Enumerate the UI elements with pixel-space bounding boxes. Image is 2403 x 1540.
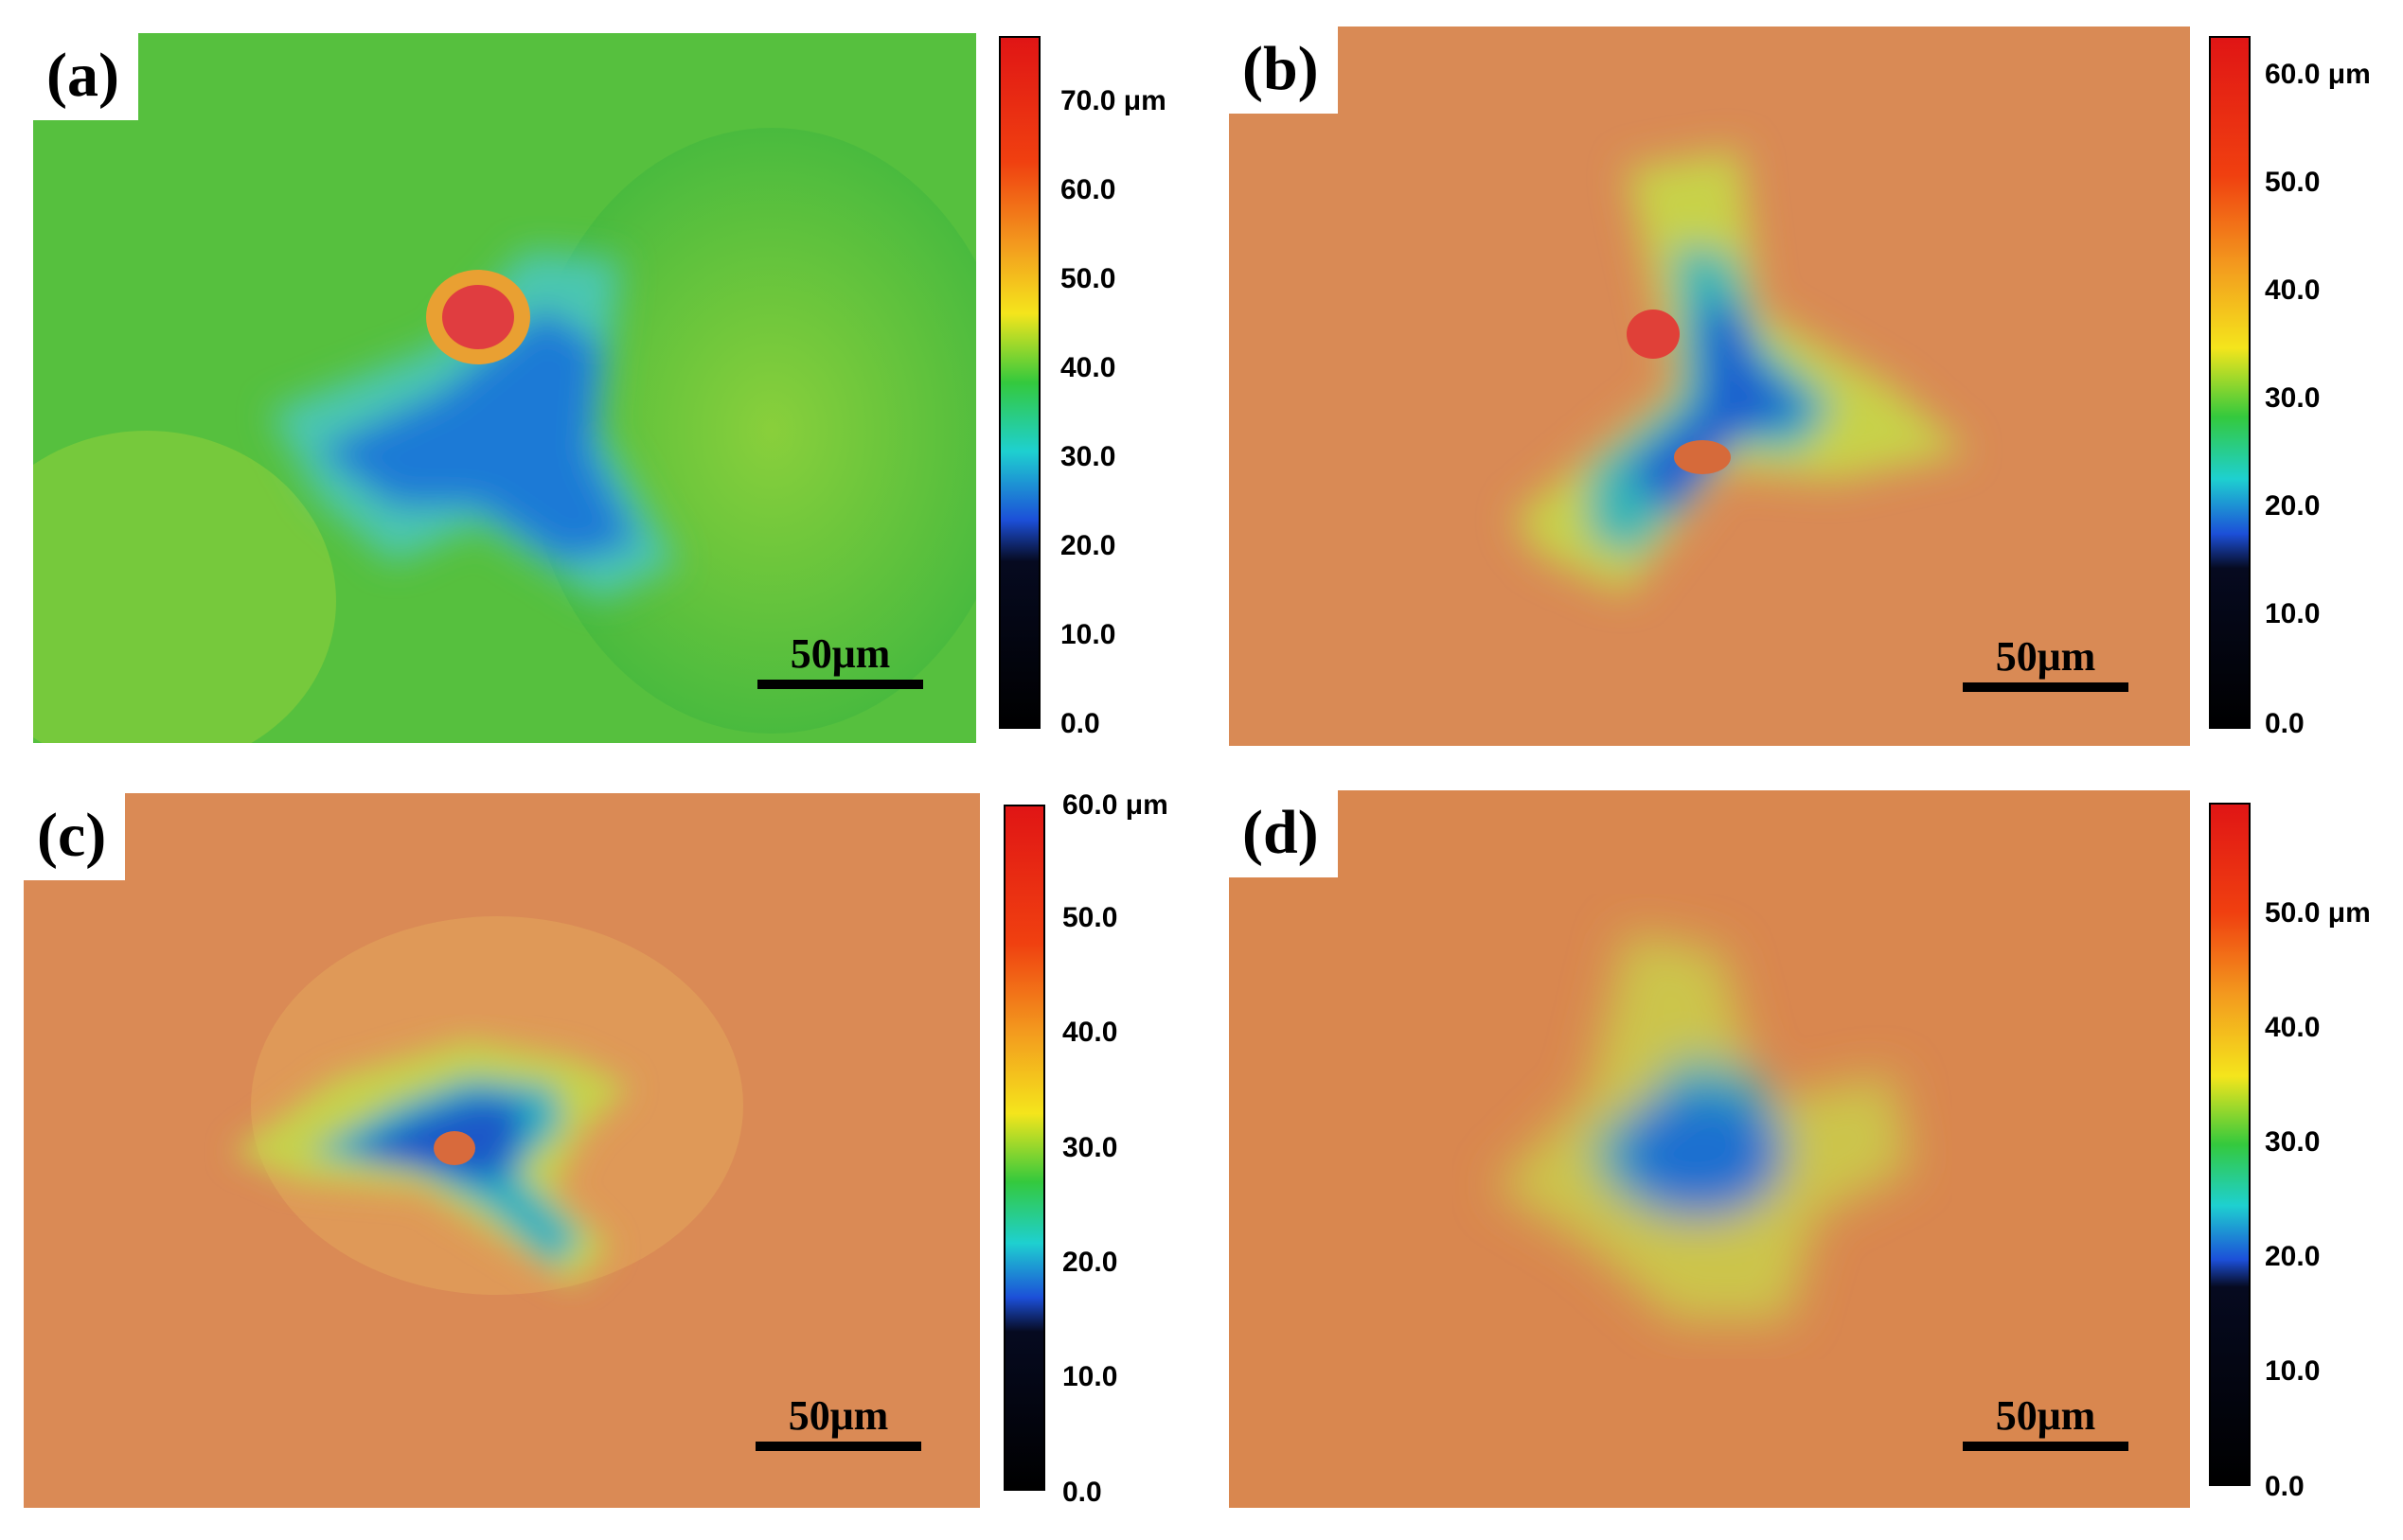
colorbar-tick: 30.0 xyxy=(1060,441,1116,472)
colorbar-tick: 10.0 xyxy=(2265,598,2321,629)
colorbar-tick: 10.0 xyxy=(2265,1355,2321,1387)
colorbar-tick: 0.0 xyxy=(1062,1477,1102,1508)
colorbar-tick: 30.0 xyxy=(1062,1132,1118,1163)
colorbar xyxy=(2209,803,2251,1486)
scale-bar-line xyxy=(1963,1442,2128,1451)
height-map-image-a xyxy=(33,33,976,743)
colorbar-tick: 60.0 μm xyxy=(1062,789,1168,821)
panel-label: (d) xyxy=(1229,790,1338,877)
height-map-image-b xyxy=(1229,27,2190,746)
scale-bar-label: 50μm xyxy=(790,630,891,677)
colorbar-tick: 0.0 xyxy=(1060,708,1100,739)
colorbar-tick: 20.0 xyxy=(2265,1241,2321,1272)
colorbar-tick: 30.0 xyxy=(2265,1126,2321,1158)
panel-label: (c) xyxy=(24,793,126,880)
scale-bar-label: 50μm xyxy=(788,1392,889,1439)
colorbar-tick: 40.0 xyxy=(2265,274,2321,306)
colorbar-tick: 50.0 μm xyxy=(2265,897,2371,929)
colorbar-tick: 20.0 xyxy=(1060,530,1116,561)
scale-bar-line xyxy=(1963,682,2128,692)
colorbar-tick: 30.0 xyxy=(2265,382,2321,414)
colorbar-tick: 10.0 xyxy=(1062,1361,1118,1392)
panel-label: (a) xyxy=(33,33,138,120)
colorbar xyxy=(1004,805,1045,1491)
colorbar-tick: 0.0 xyxy=(2265,1471,2305,1502)
height-map-image-d xyxy=(1229,790,2190,1508)
colorbar xyxy=(999,36,1041,729)
scale-bar: 50μm xyxy=(757,629,923,689)
scale-bar: 50μm xyxy=(1963,1391,2128,1451)
colorbar-tick: 40.0 xyxy=(1062,1017,1118,1048)
scale-bar: 50μm xyxy=(1963,632,2128,692)
scale-bar: 50μm xyxy=(756,1391,921,1451)
colorbar-tick: 60.0 xyxy=(1060,174,1116,205)
colorbar-tick: 50.0 xyxy=(2265,167,2321,198)
colorbar-tick: 0.0 xyxy=(2265,708,2305,739)
scale-bar-line xyxy=(756,1442,921,1451)
scale-bar-label: 50μm xyxy=(1995,1392,2096,1439)
scale-bar-label: 50μm xyxy=(1995,633,2096,680)
colorbar-tick: 40.0 xyxy=(2265,1012,2321,1043)
colorbar-tick: 40.0 xyxy=(1060,352,1116,383)
colorbar-tick: 50.0 xyxy=(1062,902,1118,933)
colorbar xyxy=(2209,36,2251,729)
colorbar-tick: 70.0 μm xyxy=(1060,85,1166,116)
colorbar-tick: 20.0 xyxy=(2265,490,2321,522)
panel-label: (b) xyxy=(1229,27,1338,114)
colorbar-tick: 20.0 xyxy=(1062,1247,1118,1278)
colorbar-tick: 10.0 xyxy=(1060,619,1116,650)
colorbar-tick: 60.0 μm xyxy=(2265,59,2371,90)
height-map-image-c xyxy=(24,793,980,1508)
scale-bar-line xyxy=(757,680,923,689)
colorbar-tick: 50.0 xyxy=(1060,263,1116,294)
